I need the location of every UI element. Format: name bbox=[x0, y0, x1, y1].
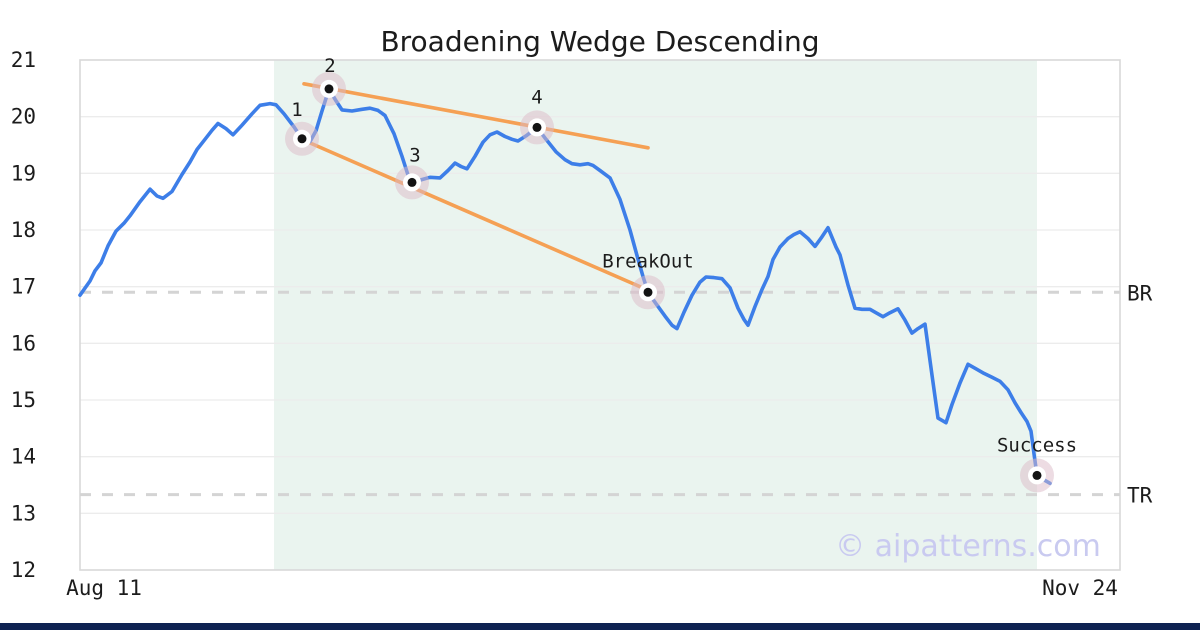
y-tick-20: 20 bbox=[11, 105, 36, 129]
marker-label-success: Success bbox=[997, 434, 1077, 456]
marker-label-1: 1 bbox=[291, 99, 302, 121]
y-tick-14: 14 bbox=[11, 445, 36, 469]
marker-label-breakout: BreakOut bbox=[602, 250, 694, 272]
marker-point-3 bbox=[395, 165, 429, 200]
marker-breakout bbox=[631, 275, 665, 310]
target-level-label: TR bbox=[1127, 484, 1153, 508]
marker-label-2: 2 bbox=[324, 55, 335, 77]
gridlines bbox=[80, 116, 1120, 514]
watermark-text: © aipatterns.com bbox=[835, 529, 1101, 564]
plot-border bbox=[79, 59, 1121, 571]
marker-point-4 bbox=[520, 110, 554, 145]
marker-point-1 bbox=[285, 121, 319, 156]
y-tick-21: 21 bbox=[11, 48, 36, 72]
y-tick-19: 19 bbox=[11, 161, 36, 185]
y-tick-16: 16 bbox=[11, 331, 36, 355]
lower-trendline bbox=[301, 138, 642, 289]
marker-label-4: 4 bbox=[531, 86, 542, 108]
x-tick-start-date: Aug 11 bbox=[66, 576, 142, 600]
breakout-level-label: BR bbox=[1127, 281, 1153, 305]
upper-trendline bbox=[302, 82, 650, 150]
y-tick-13: 13 bbox=[11, 501, 36, 525]
y-tick-17: 17 bbox=[11, 275, 36, 299]
y-tick-12: 12 bbox=[11, 558, 36, 582]
bottom-accent-bar bbox=[0, 623, 1200, 630]
marker-point-2 bbox=[312, 71, 346, 106]
x-tick-end-date: Nov 24 bbox=[1042, 576, 1118, 600]
pattern-shaded-region bbox=[274, 60, 1037, 570]
y-tick-15: 15 bbox=[11, 388, 36, 412]
marker-success bbox=[1020, 458, 1054, 493]
price-line bbox=[78, 87, 1052, 486]
y-tick-18: 18 bbox=[11, 218, 36, 242]
chart-title: Broadening Wedge Descending bbox=[380, 25, 819, 58]
marker-label-3: 3 bbox=[409, 144, 420, 166]
